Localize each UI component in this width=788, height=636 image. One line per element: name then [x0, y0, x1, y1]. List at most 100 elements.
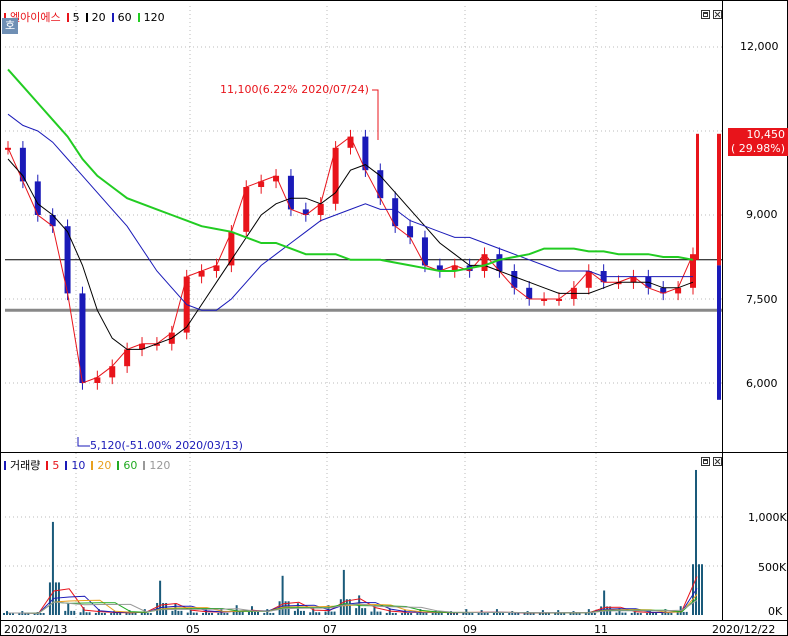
- ma60-label: 60: [117, 10, 132, 24]
- volume-bar: [364, 608, 367, 615]
- maximize-icon[interactable]: [701, 457, 710, 466]
- volume-ma-line: [8, 599, 698, 614]
- close-icon[interactable]: [713, 10, 722, 19]
- ho-button[interactable]: 호: [2, 18, 18, 34]
- candle-body: [34, 181, 41, 215]
- volume-bar: [633, 609, 636, 615]
- volume-bar: [447, 613, 450, 615]
- volume-bar: [247, 611, 250, 615]
- volume-bar: [355, 608, 358, 615]
- date-label: 09: [463, 623, 477, 636]
- volume-bar: [569, 613, 572, 615]
- candle-body: [243, 187, 250, 232]
- volume-bar: [554, 613, 557, 615]
- volume-bar: [192, 612, 195, 615]
- volume-panel-buttons: [701, 457, 722, 466]
- vma60-label: 60: [123, 458, 138, 472]
- ma-line-120: [7, 68, 694, 272]
- volume-bar: [639, 612, 642, 615]
- low-marker: [77, 437, 90, 447]
- volume-bar: [661, 612, 664, 615]
- date-label: 2020/02/13: [4, 623, 68, 636]
- candle-body: [660, 287, 667, 294]
- volume-bar: [342, 569, 345, 615]
- volume-bar: [394, 612, 397, 615]
- volume-bar: [649, 611, 652, 615]
- maximize-icon[interactable]: [701, 10, 710, 19]
- volume-bar: [385, 612, 388, 615]
- volume-bar: [302, 610, 305, 615]
- date-label: 2020/12/22: [712, 623, 776, 636]
- volume-bar: [636, 612, 639, 615]
- vma120-label: 120: [149, 458, 171, 472]
- volume-bar: [456, 613, 459, 615]
- volume-bar: [57, 582, 60, 615]
- volume-bar: [318, 612, 321, 615]
- volume-bar: [618, 608, 621, 615]
- candle-body: [377, 170, 384, 199]
- volume-bar: [281, 575, 284, 615]
- volume-bar: [698, 564, 700, 615]
- volume-bar: [195, 612, 198, 615]
- volume-bar: [523, 613, 526, 615]
- volume-bar: [532, 613, 535, 615]
- volume-bar: [330, 611, 333, 615]
- volume-bar: [498, 612, 501, 615]
- volume-bar: [339, 599, 342, 615]
- volume-bar: [422, 612, 425, 615]
- volume-bar: [652, 613, 655, 615]
- volume-bar: [211, 612, 214, 615]
- candle-body: [421, 237, 428, 266]
- volume-bar: [345, 599, 348, 615]
- volume-bar: [9, 613, 11, 615]
- volume-axis-label: 1,000K: [748, 511, 787, 524]
- volume-bar: [312, 607, 315, 615]
- volume-bar: [593, 612, 596, 615]
- volume-bar: [263, 612, 266, 615]
- candle-body: [287, 175, 294, 210]
- volume-bar: [82, 607, 85, 615]
- volume-bar: [676, 611, 679, 615]
- volume-bar: [64, 610, 67, 615]
- volume-bar: [315, 612, 318, 615]
- volume-axis-label: 0K: [768, 605, 783, 618]
- volume-bar: [131, 613, 134, 615]
- volume-bar: [134, 613, 137, 615]
- volume-bar: [208, 612, 211, 615]
- volume-bar: [575, 613, 578, 615]
- volume-bar: [621, 612, 624, 615]
- volume-bar: [149, 612, 152, 615]
- volume-bar: [94, 612, 97, 615]
- candle-body: [362, 136, 369, 171]
- volume-bar: [189, 608, 192, 615]
- volume-bar: [238, 611, 241, 615]
- volume-bar: [159, 580, 162, 615]
- volume-bar: [39, 613, 42, 615]
- volume-bar: [655, 613, 658, 615]
- high-annotation: 11,100(6.22% 2020/07/24): [220, 83, 369, 96]
- volume-bar: [695, 469, 697, 615]
- ma20-label: 20: [91, 10, 106, 24]
- volume-bar: [529, 613, 532, 615]
- volume-bar: [379, 611, 382, 615]
- candle-body: [630, 276, 637, 283]
- volume-bar: [388, 609, 391, 615]
- volume-bar: [42, 613, 45, 615]
- volume-name: 거래량: [10, 459, 41, 472]
- candle-body: [213, 265, 220, 271]
- current-price-value: 10,450: [746, 128, 786, 141]
- volume-bar: [508, 613, 511, 615]
- volume-bar: [401, 613, 404, 615]
- volume-bar: [361, 608, 364, 615]
- candle-body: [615, 282, 622, 285]
- volume-bar: [70, 610, 73, 615]
- volume-bar: [682, 611, 685, 615]
- volume-bar: [140, 612, 143, 615]
- close-icon[interactable]: [713, 457, 722, 466]
- volume-bar: [272, 612, 275, 615]
- volume-ma-line: [8, 588, 698, 614]
- volume-bar: [269, 612, 272, 615]
- vma20-label: 20: [97, 458, 112, 472]
- volume-bar: [547, 613, 550, 615]
- candle-body: [94, 377, 101, 383]
